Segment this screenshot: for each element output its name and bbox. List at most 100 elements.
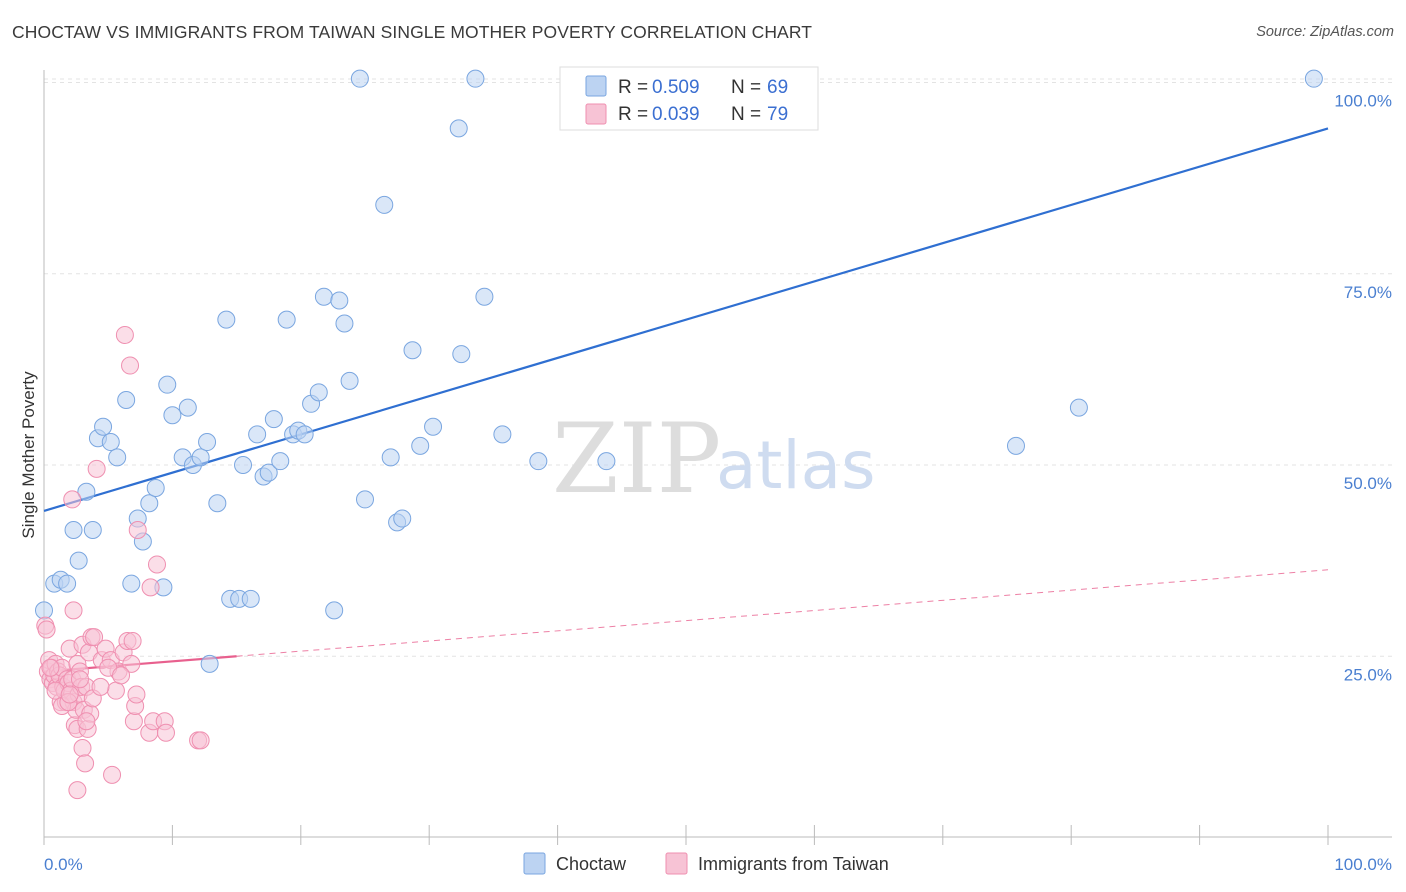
x-tick-label-min: 0.0% (44, 855, 83, 874)
y-tick-label: 75.0% (1344, 283, 1392, 302)
x-tick-label-max: 100.0% (1334, 855, 1392, 874)
watermark-atlas: atlas (716, 427, 876, 504)
point-choctaw-26 (200, 654, 219, 673)
y-axis-label: Single Mother Poverty (19, 371, 38, 539)
point-choctaw-47 (335, 314, 354, 333)
point-choctaw-58 (449, 119, 468, 138)
chart-title: CHOCTAW VS IMMIGRANTS FROM TAIWAN SINGLE… (12, 22, 813, 42)
point-taiwan-49 (106, 681, 125, 700)
point-choctaw-28 (217, 310, 236, 329)
point-taiwan-36 (76, 754, 95, 773)
legend-swatch-choctaw (585, 75, 607, 97)
legend-n-value-choctaw: 69 (767, 77, 788, 98)
legend-r-label-choctaw: R = (618, 77, 648, 98)
point-choctaw-41 (295, 425, 314, 444)
point-choctaw-64 (597, 452, 616, 471)
point-choctaw-37 (271, 452, 290, 471)
point-choctaw-50 (356, 490, 374, 509)
point-taiwan-77 (112, 666, 131, 685)
y-tick-label: 25.0% (1344, 665, 1392, 684)
point-choctaw-44 (314, 287, 333, 306)
point-choctaw-16 (140, 494, 159, 513)
bottom-legend: Choctaw Immigrants from Taiwan (523, 852, 889, 875)
point-choctaw-67 (1069, 398, 1088, 417)
point-taiwan-1 (37, 620, 56, 639)
legend-box: R = 0.509 N = 69 R = 0.039 N = 79 (559, 66, 819, 131)
watermark: ZIP atlas (552, 403, 876, 515)
point-choctaw-45 (325, 601, 344, 620)
bottom-legend-swatch-taiwan (665, 852, 688, 875)
point-choctaw-61 (475, 287, 494, 306)
source-label: Source: ZipAtlas.com (1256, 24, 1394, 40)
y-tick-labels: 25.0% 50.0% 75.0% 100.0% (1334, 92, 1392, 685)
point-choctaw-54 (393, 509, 412, 528)
point-choctaw-38 (277, 310, 296, 329)
point-taiwan-52 (115, 325, 134, 344)
point-choctaw-20 (163, 406, 182, 425)
y-tick-label: 100.0% (1334, 92, 1392, 111)
point-choctaw-17 (146, 478, 165, 497)
bottom-legend-label-taiwan: Immigrants from Taiwan (698, 854, 889, 874)
point-choctaw-35 (259, 463, 278, 482)
point-taiwan-57 (124, 712, 143, 731)
point-choctaw-11 (108, 448, 127, 467)
point-choctaw-68 (1304, 69, 1323, 88)
legend-n-label-taiwan: N = (731, 104, 761, 125)
gridlines (44, 78, 1392, 657)
point-choctaw-27 (208, 494, 227, 513)
point-choctaw-9 (94, 417, 113, 436)
point-choctaw-48 (340, 371, 359, 390)
point-taiwan-64 (147, 555, 166, 574)
point-taiwan-74 (77, 712, 96, 731)
point-taiwan-62 (141, 578, 160, 597)
point-choctaw-60 (466, 69, 485, 88)
point-choctaw-43 (309, 383, 328, 402)
point-taiwan-35 (73, 739, 92, 758)
point-choctaw-19 (158, 375, 177, 394)
point-choctaw-25 (198, 433, 217, 452)
bottom-legend-label-choctaw: Choctaw (556, 854, 627, 874)
trend-line-choctaw (43, 127, 1329, 512)
point-taiwan-60 (128, 521, 147, 540)
point-choctaw-5 (69, 551, 88, 570)
point-taiwan-56 (123, 631, 142, 650)
point-choctaw-55 (403, 341, 422, 360)
point-choctaw-52 (381, 448, 400, 467)
point-taiwan-43 (85, 628, 104, 647)
point-taiwan-59 (127, 685, 146, 704)
data-points (35, 69, 1323, 800)
point-choctaw-0 (35, 601, 53, 620)
point-taiwan-69 (41, 658, 60, 677)
point-taiwan-78 (60, 685, 79, 704)
point-taiwan-31 (68, 781, 87, 800)
point-choctaw-7 (83, 521, 102, 540)
point-taiwan-25 (64, 601, 83, 620)
trend-extension-taiwan (236, 569, 1329, 657)
point-taiwan-24 (63, 490, 82, 509)
legend-n-label-choctaw: N = (731, 77, 761, 98)
point-taiwan-55 (122, 654, 141, 673)
legend-r-label-taiwan: R = (618, 104, 648, 125)
point-choctaw-36 (264, 410, 283, 429)
axes (43, 70, 1392, 845)
point-taiwan-73 (70, 670, 89, 689)
point-choctaw-66 (1006, 436, 1025, 455)
point-taiwan-75 (91, 677, 110, 696)
point-choctaw-46 (330, 291, 349, 310)
point-choctaw-22 (178, 398, 197, 417)
point-choctaw-57 (424, 417, 443, 436)
point-choctaw-32 (241, 589, 260, 608)
point-choctaw-24 (191, 448, 210, 467)
point-choctaw-6 (77, 482, 96, 501)
point-taiwan-68 (191, 731, 210, 750)
legend-n-value-taiwan: 79 (767, 104, 788, 125)
point-choctaw-62 (493, 425, 512, 444)
point-choctaw-4 (64, 521, 83, 540)
point-choctaw-56 (411, 436, 430, 455)
point-taiwan-44 (87, 459, 106, 478)
point-choctaw-63 (529, 452, 548, 471)
legend-swatch-taiwan (585, 103, 607, 125)
point-choctaw-12 (117, 390, 136, 409)
point-choctaw-10 (101, 433, 120, 452)
